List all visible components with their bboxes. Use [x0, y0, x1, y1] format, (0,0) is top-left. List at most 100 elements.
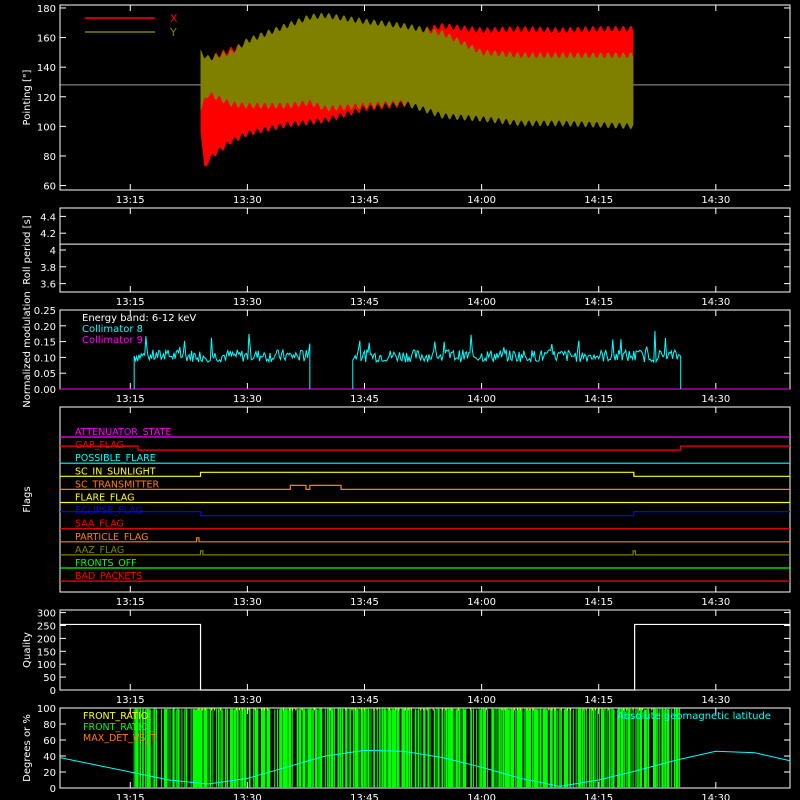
y-axis-label: Degrees or % [22, 714, 33, 782]
x-tick-label: 14:15 [584, 695, 613, 706]
flag-label-particle_flag: PARTICLE_FLAG [75, 532, 148, 543]
x-tick-label: 13:15 [116, 297, 145, 308]
flag-label-flare_flag: FLARE_FLAG [75, 493, 135, 504]
x-tick-label: 14:30 [701, 195, 730, 206]
y-tick-label: 120 [37, 93, 56, 104]
x-tick-label: 13:15 [116, 394, 145, 405]
y-tick-label: 300 [37, 609, 56, 620]
y-tick-label: 0 [50, 686, 56, 697]
flag-line-gap_flag [60, 445, 790, 451]
y-tick-label: 50 [43, 673, 56, 684]
y-tick-label: 150 [37, 647, 56, 658]
y-axis-label: Roll period [s] [22, 215, 33, 284]
y-axis-label: Normalized modulation [22, 291, 33, 408]
legend-label-x: X [170, 12, 178, 25]
y-tick-label: 20 [43, 768, 56, 779]
panel-flags: 13:15 13:30 13:45 14:00 14:15 14:30 Flags ATTEN… [22, 406, 791, 608]
x-tick-label: 14:00 [467, 793, 496, 800]
x-tick-label: 14:00 [467, 394, 496, 405]
y-tick-label: 0.20 [34, 322, 56, 333]
flag-line-eclipse_flag [60, 511, 790, 517]
y-axis-label: Quality [22, 632, 33, 668]
panel-frame [59, 4, 791, 191]
x-tick-label: 14:15 [584, 597, 613, 608]
x-tick-label: 13:30 [233, 793, 262, 800]
geomagnetic-legend-entry: FRONT_RATIO_ [83, 722, 153, 733]
flag-line-aaz_flag [60, 550, 790, 556]
panel-frame [59, 609, 791, 691]
y-tick-label: 140 [37, 63, 56, 74]
panel-pointing: 13:15 13:30 13:45 14:00 14:15 14:30 Pointing [… [22, 4, 791, 206]
panel-modulation: 13:15 13:30 13:45 14:00 14:15 14:30 Normalized… [22, 291, 791, 408]
y-tick-label: 80 [43, 152, 56, 163]
x-tick-label: 13:45 [350, 297, 379, 308]
flag-label-possible_flare: POSSIBLE_FLARE [75, 453, 156, 464]
geomagnetic-latitude-line [59, 749, 791, 787]
flag-label-sc_transmitter: SC_TRANSMITTER [75, 479, 160, 490]
x-tick-label: 14:00 [467, 195, 496, 206]
collimator-8-segment [133, 333, 311, 389]
geomagnetic-legend-entry: MAX_DET_VS_T [83, 733, 156, 744]
x-tick-label: 14:00 [467, 695, 496, 706]
x-tick-label: 14:15 [584, 394, 613, 405]
flag-label-sc_in_sunlight: SC_IN_SUNLIGHT [75, 466, 156, 477]
y-tick-label: 100 [37, 704, 56, 715]
x-tick-label: 13:30 [233, 394, 262, 405]
y-tick-label: 180 [37, 4, 56, 15]
y-tick-label: 0.25 [34, 306, 56, 317]
y-tick-label: 0.15 [34, 338, 56, 349]
panel-geomagnetic: 13:15 13:30 13:45 14:00 14:15 14:30 Degrees or… [22, 704, 791, 800]
x-tick-label: 13:30 [233, 695, 262, 706]
x-tick-label: 14:15 [584, 793, 613, 800]
y-tick-label: 40 [43, 752, 56, 763]
x-tick-label: 14:30 [701, 394, 730, 405]
front-ratio-bars [133, 708, 680, 788]
flag-line-particle_flag [60, 537, 790, 543]
x-tick-label: 14:30 [701, 793, 730, 800]
geomagnetic-annotation: Absolute geomagnetic latitude [617, 711, 771, 722]
x-tick-label: 13:45 [350, 695, 379, 706]
legend-label-y: Y [169, 26, 177, 39]
y-tick-label: 4 [50, 246, 56, 257]
y-tick-label: 250 [37, 621, 56, 632]
flag-label-gap_flag: GAP_FLAG [75, 440, 124, 451]
x-tick-label: 14:15 [584, 297, 613, 308]
flag-line-sc_in_sunlight [60, 471, 790, 477]
collimator-8-segment [352, 330, 682, 389]
y-tick-label: 3.6 [40, 280, 56, 291]
modulation-legend-entry: Energy band: 6-12 keV [82, 313, 196, 324]
flag-label-eclipse_flag: ECLIPSE_FLAG [75, 506, 143, 517]
x-tick-label: 14:15 [584, 195, 613, 206]
geomagnetic-legend-entry: FRONT_RATIO [83, 711, 148, 722]
y-tick-label: 0 [50, 784, 56, 795]
panel-quality: 13:15 13:30 13:45 14:00 14:15 14:30 Quality 0 50… [22, 609, 791, 706]
y-tick-label: 160 [37, 34, 56, 45]
y-tick-label: 4.4 [40, 212, 56, 223]
y-tick-label: 60 [43, 182, 56, 193]
y-tick-label: 100 [37, 122, 56, 133]
y-axis-label: Pointing ["] [22, 69, 33, 125]
x-tick-label: 13:45 [350, 394, 379, 405]
x-tick-label: 14:30 [701, 597, 730, 608]
flag-label-saa_flag: SAA_FLAG [75, 519, 124, 530]
y-tick-label: 0.10 [34, 353, 56, 364]
modulation-legend-entry: Collimator 8 [82, 324, 143, 335]
y-tick-label: 80 [43, 720, 56, 731]
y-axis-label: Flags [22, 486, 33, 512]
panel-frame [59, 406, 791, 593]
y-tick-label: 60 [43, 736, 56, 747]
x-tick-label: 14:00 [467, 297, 496, 308]
y-tick-label: 100 [37, 660, 56, 671]
x-tick-label: 13:45 [350, 793, 379, 800]
x-tick-label: 13:45 [350, 597, 379, 608]
series-y-band [200, 12, 634, 130]
x-tick-label: 13:45 [350, 195, 379, 206]
modulation-legend-entry: Collimator 9 [82, 335, 143, 346]
x-tick-label: 14:00 [467, 597, 496, 608]
x-tick-label: 14:30 [701, 695, 730, 706]
y-tick-label: 3.8 [40, 263, 56, 274]
quality-line [60, 623, 790, 691]
flag-label-bad_packets: BAD_PACKETS [75, 571, 142, 582]
x-tick-label: 13:15 [116, 695, 145, 706]
